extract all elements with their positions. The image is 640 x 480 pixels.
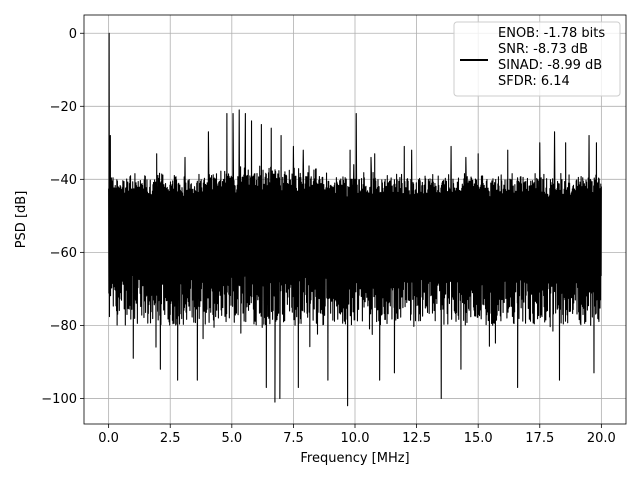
x-tick-label: 17.5 [525,431,554,446]
x-tick-label: 10.0 [341,431,370,446]
x-tick-label: 12.5 [402,431,431,446]
x-tick-label: 15.0 [464,431,493,446]
axis-ticks: 0.0 2.5 5.0 7.5 10.0 12.5 15.0 17.5 20.0 0 −20 −40 −… [41,27,616,446]
legend-snr: SNR: -8.73 dB [498,42,588,57]
y-tick-label: −80 [50,319,77,334]
x-tick-label: 5.0 [221,431,242,446]
plot-area [108,32,602,407]
y-axis-label: PSD [dB] [14,191,29,249]
x-tick-label: 20.0 [587,431,616,446]
legend-box [453,21,621,97]
legend-sfdr: SFDR: 6.14 [498,74,570,89]
legend: ENOB: -1.78 bits SNR: -8.73 dB SINAD: -8… [453,21,621,97]
x-tick-label: 2.5 [160,431,181,446]
x-tick-label: 7.5 [283,431,304,446]
y-tick-label: 0 [69,27,77,42]
psd-series-line [108,32,602,407]
y-tick-label: −40 [50,173,77,188]
x-axis-label: Frequency [MHz] [300,451,409,466]
y-tick-label: −60 [50,246,77,261]
legend-sinad: SINAD: -8.99 dB [498,58,602,73]
legend-enob: ENOB: -1.78 bits [498,26,605,41]
x-tick-label: 0.0 [98,431,119,446]
y-tick-label: −100 [41,392,77,407]
y-tick-label: −20 [50,100,77,115]
